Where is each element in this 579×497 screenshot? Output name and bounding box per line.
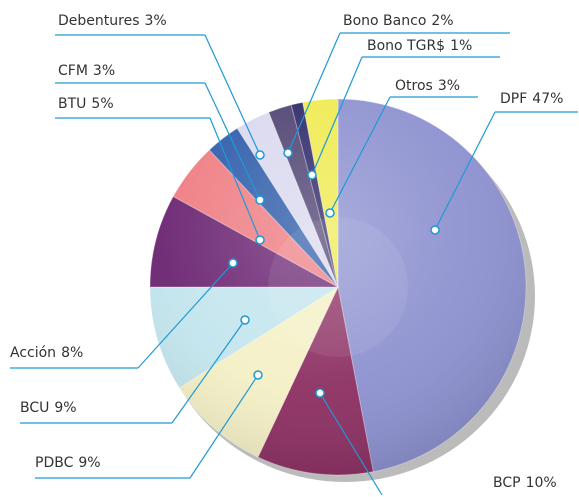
slice-label: Debentures 3%: [58, 13, 167, 29]
leader-dot: [255, 195, 265, 205]
slice-category: Bono Banco: [343, 13, 426, 29]
slice-category: Bono TGR$: [367, 38, 445, 54]
leader-line: [171, 319, 246, 424]
leader-line: [329, 96, 391, 214]
slice-label: DPF 47%: [500, 91, 563, 107]
leader-line: [287, 32, 341, 154]
slice-value: 1%: [450, 38, 472, 54]
slice-label: PDBC 9%: [35, 455, 101, 471]
pie-highlight: [268, 217, 408, 357]
leader-dot: [255, 235, 265, 245]
slice-category: DPF: [500, 91, 527, 107]
slice-category: Otros: [395, 78, 433, 94]
leader-dot: [240, 315, 250, 325]
slice-label: Bono Banco 2%: [343, 13, 454, 29]
slice-value: 5%: [91, 96, 113, 112]
leader-dot: [253, 370, 263, 380]
leader-dot: [255, 150, 265, 160]
leader-line: [189, 374, 259, 479]
leader-dot: [325, 208, 335, 218]
slice-value: 3%: [144, 13, 166, 29]
leader-line: [204, 82, 261, 201]
leader-dot: [430, 225, 440, 235]
leader-dot: [283, 148, 293, 158]
leader-line: [137, 262, 234, 369]
slice-category: PDBC: [35, 455, 74, 471]
leader-line: [204, 34, 261, 156]
slice-category: BCP: [493, 475, 521, 491]
slice-category: CFM: [58, 63, 88, 79]
leader-dot: [228, 258, 238, 268]
slice-label: Otros 3%: [395, 78, 460, 94]
slice-category: Acción: [10, 345, 56, 361]
slice-label: CFM 3%: [58, 63, 115, 79]
slice-value: 8%: [61, 345, 83, 361]
slice-value: 47%: [532, 91, 563, 107]
leader-dot: [307, 170, 317, 180]
leader-line: [311, 56, 363, 176]
slice-category: BCU: [20, 400, 49, 416]
leader-line: [319, 392, 383, 496]
pie-gloss: [150, 99, 526, 475]
slice-value: 10%: [526, 475, 557, 491]
slice-value: 2%: [431, 13, 453, 29]
slice-value: 9%: [54, 400, 76, 416]
leader-dot: [315, 388, 325, 398]
slice-label: Acción 8%: [10, 345, 83, 361]
leader-line: [209, 117, 261, 241]
labels: DPF 47%BCP 10%PDBC 9%BCU 9%Acción 8%BTU 5%CFM 3…: [10, 13, 578, 496]
slice-label: BTU 5%: [58, 96, 114, 112]
slice-label: Bono TGR$ 1%: [367, 38, 472, 54]
slice-label: BCU 9%: [20, 400, 77, 416]
slice-category: BTU: [58, 96, 86, 112]
slice-label: BCP 10%: [493, 475, 557, 491]
slice-category: Debentures: [58, 13, 139, 29]
slice-value: 9%: [78, 455, 100, 471]
leader-line: [434, 111, 496, 231]
slice-value: 3%: [438, 78, 460, 94]
slice-value: 3%: [93, 63, 115, 79]
